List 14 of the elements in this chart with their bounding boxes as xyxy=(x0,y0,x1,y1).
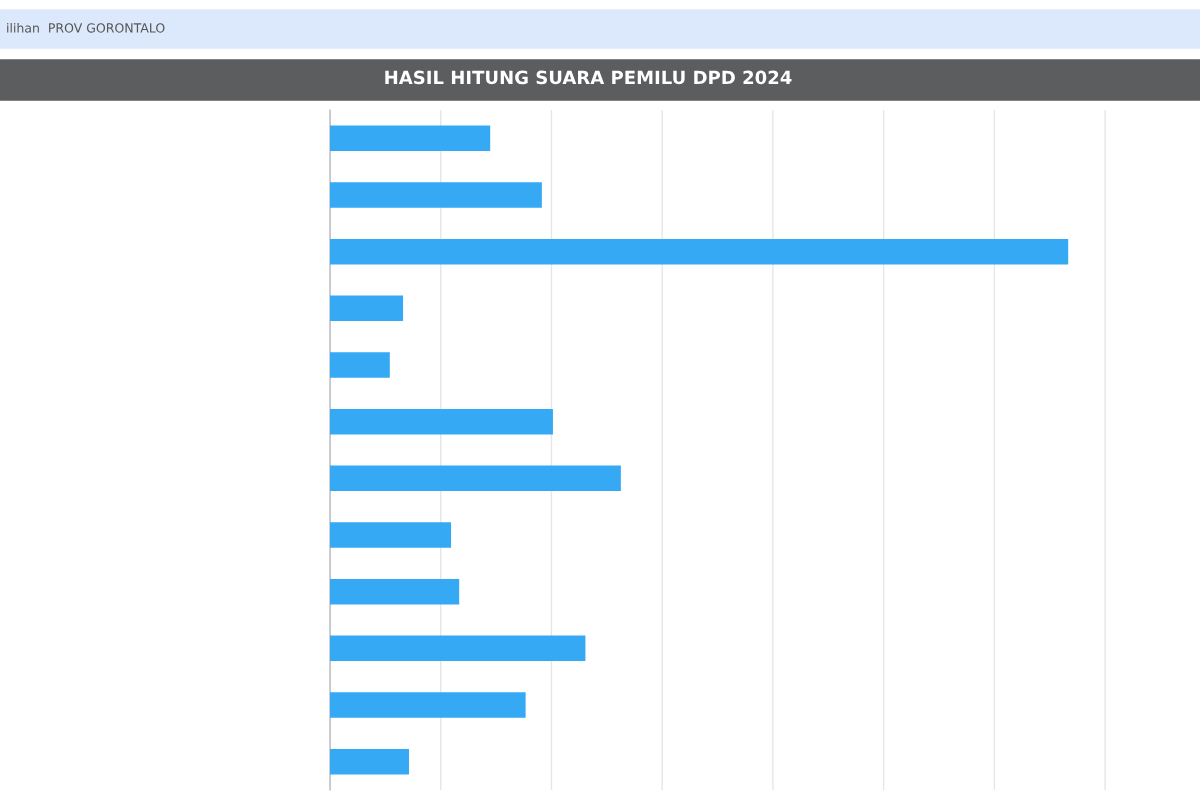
bar xyxy=(330,125,491,152)
bar xyxy=(330,465,621,492)
bar xyxy=(330,522,452,548)
bar xyxy=(330,748,409,775)
bar xyxy=(330,295,404,322)
bar xyxy=(330,692,526,718)
bar xyxy=(330,238,1069,265)
bar xyxy=(330,182,542,208)
bar xyxy=(330,578,460,605)
bar xyxy=(330,408,553,435)
chart-title: HASIL HITUNG SUARA PEMILU DPD 2024 xyxy=(385,70,792,85)
text: ilihan PROV GORONTALO xyxy=(7,22,165,33)
bar xyxy=(330,352,390,378)
bar xyxy=(330,635,586,662)
